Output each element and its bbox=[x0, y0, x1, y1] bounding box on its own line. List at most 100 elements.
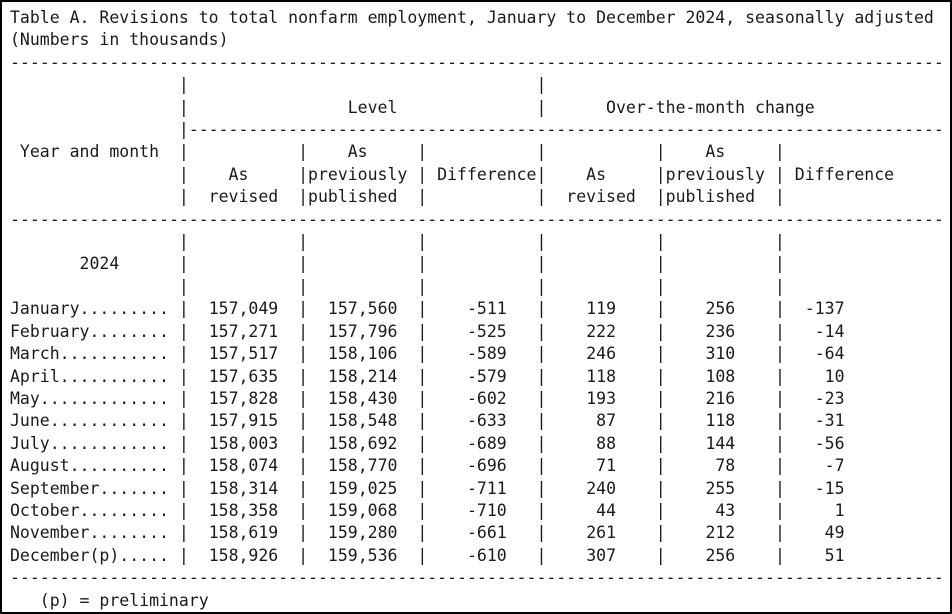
cell-level-prev-published: 158,214 bbox=[308, 366, 418, 386]
column-divider: | bbox=[298, 299, 309, 319]
column-divider: | bbox=[774, 299, 785, 319]
month-label: April........... bbox=[10, 366, 179, 386]
column-divider: | bbox=[417, 478, 428, 498]
cell-otm-difference: -7 bbox=[784, 456, 845, 476]
cell-level-prev-published: 159,025 bbox=[308, 478, 418, 498]
column-divider: | bbox=[417, 433, 428, 453]
cell-level-as-revised: 158,619 bbox=[188, 523, 299, 543]
cell-otm-difference: -23 bbox=[784, 388, 845, 408]
column-divider: | bbox=[774, 344, 785, 364]
column-divider: | bbox=[178, 500, 189, 520]
grid-line: | | | | | | bbox=[10, 232, 785, 252]
cell-level-as-revised: 158,926 bbox=[188, 545, 299, 565]
cell-level-as-revised: 158,003 bbox=[188, 433, 299, 453]
column-divider: | bbox=[298, 500, 309, 520]
month-label: September....... bbox=[10, 478, 179, 498]
cell-otm-prev-published: 43 bbox=[665, 500, 775, 520]
column-divider: | bbox=[417, 523, 428, 543]
cell-otm-difference: 51 bbox=[784, 545, 845, 565]
column-divider: | bbox=[178, 433, 189, 453]
cell-level-difference: -689 bbox=[427, 433, 537, 453]
cell-otm-as-revised: 118 bbox=[546, 366, 656, 386]
column-divider: | bbox=[655, 366, 666, 386]
column-divider: | bbox=[298, 523, 309, 543]
month-label: August.......... bbox=[10, 456, 179, 476]
cell-otm-difference: 1 bbox=[784, 500, 845, 520]
cell-level-difference: -710 bbox=[427, 500, 537, 520]
month-label: June............ bbox=[10, 411, 179, 431]
column-divider: | bbox=[417, 456, 428, 476]
column-divider: | bbox=[655, 500, 666, 520]
column-divider: | bbox=[417, 411, 428, 431]
column-divider: | bbox=[417, 388, 428, 408]
cell-level-as-revised: 157,049 bbox=[188, 299, 299, 319]
column-divider: | bbox=[655, 545, 666, 565]
cell-otm-prev-published: 236 bbox=[665, 321, 775, 341]
header-divider-line: |---------------------------------------… bbox=[10, 120, 944, 140]
cell-otm-prev-published: 256 bbox=[665, 299, 775, 319]
cell-level-as-revised: 158,358 bbox=[188, 500, 299, 520]
column-divider: | bbox=[655, 299, 666, 319]
grid-line: | | | | | | bbox=[10, 276, 785, 296]
cell-level-difference: -633 bbox=[427, 411, 537, 431]
column-header-line: | As |previously | Difference| As |previ… bbox=[10, 164, 895, 184]
column-divider: | bbox=[298, 433, 309, 453]
column-divider: | bbox=[655, 344, 666, 364]
cell-otm-as-revised: 261 bbox=[546, 523, 656, 543]
column-divider: | bbox=[298, 321, 309, 341]
column-divider: | bbox=[178, 456, 189, 476]
column-divider: | bbox=[774, 500, 785, 520]
table-row: November........ | 158,619 | 159,280 | -… bbox=[10, 522, 950, 544]
month-label: February........ bbox=[10, 321, 179, 341]
table-row: September....... | 158,314 | 159,025 | -… bbox=[10, 478, 950, 500]
month-label: March........... bbox=[10, 344, 179, 364]
cell-level-prev-published: 158,106 bbox=[308, 344, 418, 364]
table-row: October......... | 158,358 | 159,068 | -… bbox=[10, 500, 950, 522]
cell-otm-as-revised: 193 bbox=[546, 388, 656, 408]
cell-otm-as-revised: 88 bbox=[546, 433, 656, 453]
cell-otm-difference: -56 bbox=[784, 433, 845, 453]
column-divider: | bbox=[774, 545, 785, 565]
cell-level-as-revised: 158,074 bbox=[188, 456, 299, 476]
month-label: November........ bbox=[10, 523, 179, 543]
footnote: (p) = preliminary bbox=[39, 590, 209, 610]
table-row: March........... | 157,517 | 158,106 | -… bbox=[10, 343, 950, 365]
table-row: July............ | 158,003 | 158,692 | -… bbox=[10, 433, 950, 455]
column-divider: | bbox=[774, 411, 785, 431]
column-divider: | bbox=[655, 388, 666, 408]
cell-otm-as-revised: 246 bbox=[546, 344, 656, 364]
cell-level-prev-published: 157,796 bbox=[308, 321, 418, 341]
table-row: May............. | 157,828 | 158,430 | -… bbox=[10, 388, 950, 410]
column-header-line: | revised |published | | revised |publis… bbox=[10, 187, 785, 207]
cell-level-prev-published: 159,068 bbox=[308, 500, 418, 520]
cell-level-difference: -589 bbox=[427, 344, 537, 364]
cell-otm-difference: -15 bbox=[784, 478, 845, 498]
cell-otm-prev-published: 310 bbox=[665, 344, 775, 364]
cell-otm-as-revised: 44 bbox=[546, 500, 656, 520]
cell-level-difference: -511 bbox=[427, 299, 537, 319]
cell-otm-difference: -137 bbox=[784, 299, 845, 319]
cell-level-as-revised: 158,314 bbox=[188, 478, 299, 498]
column-divider: | bbox=[536, 299, 547, 319]
column-divider: | bbox=[774, 523, 785, 543]
cell-otm-as-revised: 87 bbox=[546, 411, 656, 431]
cell-otm-as-revised: 240 bbox=[546, 478, 656, 498]
cell-otm-prev-published: 78 bbox=[665, 456, 775, 476]
column-divider: | bbox=[536, 500, 547, 520]
month-label: October......... bbox=[10, 500, 179, 520]
column-divider: | bbox=[298, 388, 309, 408]
cell-level-prev-published: 158,770 bbox=[308, 456, 418, 476]
column-divider: | bbox=[655, 478, 666, 498]
column-divider: | bbox=[536, 478, 547, 498]
cell-otm-prev-published: 212 bbox=[665, 523, 775, 543]
year-row: 2024 | | | | | | bbox=[10, 254, 785, 274]
column-divider: | bbox=[417, 299, 428, 319]
column-divider: | bbox=[536, 388, 547, 408]
column-divider: | bbox=[298, 545, 309, 565]
cell-otm-prev-published: 255 bbox=[665, 478, 775, 498]
column-divider: | bbox=[774, 456, 785, 476]
column-divider: | bbox=[298, 411, 309, 431]
cell-level-difference: -602 bbox=[427, 388, 537, 408]
cell-otm-prev-published: 216 bbox=[665, 388, 775, 408]
table-row: April........... | 157,635 | 158,214 | -… bbox=[10, 366, 950, 388]
